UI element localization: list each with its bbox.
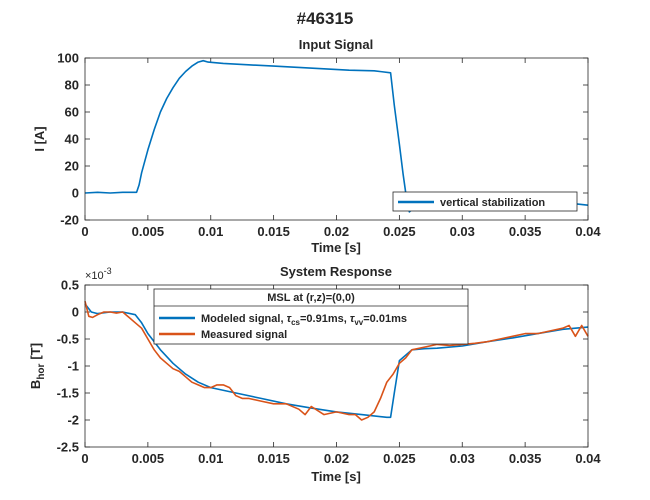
system-response-ticks: 0 0.005 0.01 0.015 0.02 0.025 0.03 0.035 0.04 -2.… — [57, 278, 602, 467]
exponent-power: -3 — [104, 266, 112, 276]
x-tick-label: 0.005 — [132, 224, 165, 239]
y-tick-label: -20 — [60, 213, 79, 228]
system-response-legend-box — [153, 288, 469, 345]
y-tick-label: -2.5 — [57, 440, 79, 455]
x-tick-label: 0.025 — [383, 451, 416, 466]
system-response-lines — [84, 301, 589, 421]
y-tick-label: 40 — [65, 132, 79, 147]
y-tick-label: -2 — [67, 413, 79, 428]
tau-cs-value: =0.91ms, — [300, 313, 350, 325]
x-tick-label: 0.015 — [257, 451, 290, 466]
x-tick-label: 0.02 — [324, 451, 349, 466]
system-response-axes-box — [84, 284, 589, 448]
ylabel-unit: [T] — [28, 343, 43, 360]
system-response-title: System Response — [280, 264, 392, 279]
legend-title: MSL at (r,z)=(0,0) — [267, 292, 355, 304]
modeled-prefix: Modeled signal, — [201, 313, 287, 325]
y-tick-label: 20 — [65, 159, 79, 174]
ylabel-main: B — [28, 380, 43, 389]
ylabel-sub: hor — [36, 363, 47, 379]
series-line-1-1 — [84, 301, 589, 421]
x-tick-label: 0.025 — [383, 224, 416, 239]
x-tick-label: 0.015 — [257, 224, 290, 239]
exponent-label: ×10-3 — [85, 266, 112, 282]
x-tick-label: 0 — [81, 224, 88, 239]
exponent-base: ×10 — [85, 270, 104, 282]
y-tick-label: -1.5 — [57, 386, 79, 401]
y-tick-label: -1 — [67, 359, 79, 374]
input-signal-ylabel: I [A] — [32, 126, 47, 151]
tau-vv-subscript: vv — [354, 318, 363, 327]
system-response-legend: MSL at (r,z)=(0,0) Modeled signal, τcs=0… — [153, 288, 469, 345]
x-tick-label: 0.04 — [575, 224, 601, 239]
x-tick-label: 0.005 — [132, 451, 165, 466]
y-tick-label: -0.5 — [57, 332, 79, 347]
figure-title: #46315 — [297, 9, 354, 28]
input-signal-plot: Input Signal 0 0.005 0.01 0.015 0.02 0.025 0.0… — [32, 37, 601, 255]
tau-vv-value: =0.01ms — [363, 313, 407, 325]
x-tick-label: 0.035 — [509, 224, 542, 239]
legend-label-measured-signal: Measured signal — [201, 329, 287, 341]
input-signal-axes-box — [84, 57, 589, 221]
tau-cs-symbol: τ — [287, 313, 292, 325]
y-tick-label: 0 — [72, 186, 79, 201]
y-tick-label: 60 — [65, 105, 79, 120]
input-signal-legend-box — [392, 191, 578, 212]
y-tick-label: 80 — [65, 78, 79, 93]
system-response-plot: System Response ×10-3 0 0.005 0.01 0.015 0.0… — [28, 264, 601, 484]
input-signal-title: Input Signal — [299, 37, 373, 52]
x-tick-label: 0 — [81, 451, 88, 466]
x-tick-label: 0.04 — [575, 451, 601, 466]
y-tick-label: 0.5 — [61, 278, 79, 293]
x-tick-label: 0.01 — [198, 451, 223, 466]
legend-label-vertical-stabilization: vertical stabilization — [440, 197, 545, 209]
system-response-xlabel: Time [s] — [311, 469, 361, 484]
x-tick-label: 0.035 — [509, 451, 542, 466]
x-tick-label: 0.02 — [324, 224, 349, 239]
input-signal-legend: vertical stabilization — [392, 191, 578, 212]
x-tick-label: 0.03 — [450, 451, 475, 466]
x-tick-label: 0.01 — [198, 224, 223, 239]
tau-vv-symbol: τ — [350, 313, 355, 325]
tau-cs-subscript: cs — [291, 318, 300, 327]
x-tick-label: 0.03 — [450, 224, 475, 239]
y-tick-label: 0 — [72, 305, 79, 320]
input-signal-ticks: 0 0.005 0.01 0.015 0.02 0.025 0.03 0.035 0.04 -20… — [57, 51, 601, 240]
input-signal-xlabel: Time [s] — [311, 240, 361, 255]
legend-label-modeled-signal: Modeled signal, τcs=0.91ms, τvv=0.01ms — [201, 313, 407, 327]
system-response-ylabel: Bhor [T] — [28, 343, 47, 389]
y-tick-label: 100 — [57, 51, 79, 66]
